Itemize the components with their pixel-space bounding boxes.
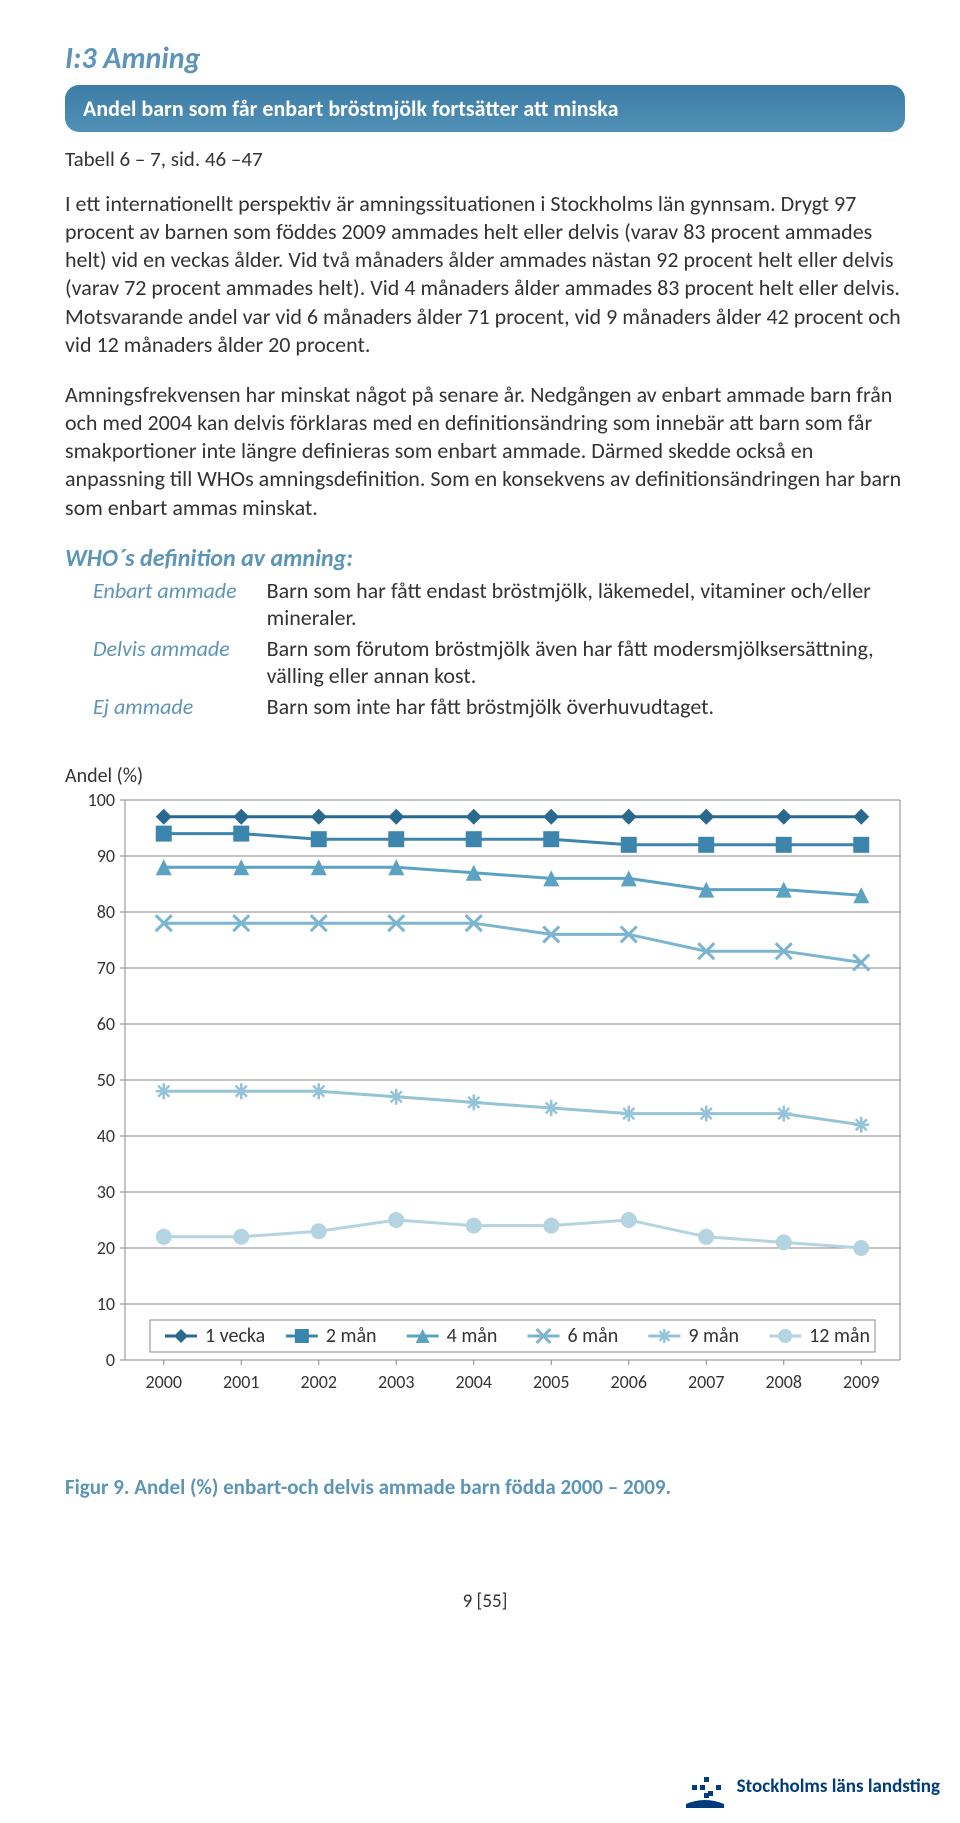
svg-text:80: 80 — [97, 901, 115, 923]
svg-text:60: 60 — [97, 1013, 115, 1035]
body-paragraph: I ett internationellt perspektiv är amni… — [65, 190, 905, 359]
definition-list: Enbart ammadeBarn som har fått endast br… — [65, 577, 905, 724]
svg-text:2003: 2003 — [378, 1371, 415, 1393]
svg-text:2008: 2008 — [766, 1371, 803, 1393]
svg-text:2000: 2000 — [146, 1371, 183, 1393]
landsting-logo: Stockholms läns landsting — [683, 1764, 940, 1808]
svg-text:12 mån: 12 mån — [809, 1324, 870, 1348]
svg-text:4 mån: 4 mån — [447, 1324, 498, 1348]
svg-text:9 mån: 9 mån — [688, 1324, 739, 1348]
svg-text:2004: 2004 — [456, 1371, 493, 1393]
def-term: Enbart ammade — [65, 577, 267, 635]
body-paragraph: Amningsfrekvensen har minskat något på s… — [65, 381, 905, 522]
svg-text:10: 10 — [97, 1293, 115, 1315]
svg-text:30: 30 — [97, 1181, 115, 1203]
section-heading: I:3 Amning — [65, 40, 905, 77]
def-desc: Barn som förutom bröstmjölk även har fåt… — [267, 635, 905, 693]
svg-text:20: 20 — [97, 1237, 115, 1259]
svg-text:1 vecka: 1 vecka — [205, 1324, 265, 1348]
svg-text:90: 90 — [97, 845, 115, 867]
def-term: Delvis ammade — [65, 635, 267, 693]
svg-text:6 mån: 6 mån — [568, 1324, 619, 1348]
svg-text:50: 50 — [97, 1069, 115, 1091]
def-term: Ej ammade — [65, 693, 267, 724]
svg-text:2005: 2005 — [533, 1371, 570, 1393]
subtitle-pill: Andel barn som får enbart bröstmjölk for… — [65, 85, 905, 132]
svg-text:100: 100 — [88, 790, 115, 811]
svg-text:0: 0 — [106, 1349, 115, 1371]
table-reference: Tabell 6 – 7, sid. 46 –47 — [65, 146, 905, 172]
svg-text:70: 70 — [97, 957, 115, 979]
svg-text:2009: 2009 — [843, 1371, 880, 1393]
chart-y-label: Andel (%) — [65, 764, 905, 788]
def-desc: Barn som har fått endast bröstmjölk, läk… — [267, 577, 905, 635]
svg-text:2006: 2006 — [611, 1371, 648, 1393]
def-desc: Barn som inte har fått bröstmjölk överhu… — [267, 693, 905, 724]
svg-text:40: 40 — [97, 1125, 115, 1147]
subheading: WHO´s definition av amning: — [65, 544, 905, 573]
logo-text: Stockholms läns landsting — [737, 1775, 940, 1798]
figure-caption: Figur 9. Andel (%) enbart-och delvis amm… — [65, 1474, 905, 1500]
svg-text:2002: 2002 — [301, 1371, 338, 1393]
svg-text:2001: 2001 — [223, 1371, 260, 1393]
line-chart: 0 10 20 30 40 50 60 70 80 90 100 2000 2001 2002 2003 20… — [65, 790, 905, 1446]
svg-text:2 mån: 2 mån — [326, 1324, 377, 1348]
page-number: 9 [55] — [65, 1590, 905, 1613]
svg-text:2007: 2007 — [688, 1371, 725, 1393]
